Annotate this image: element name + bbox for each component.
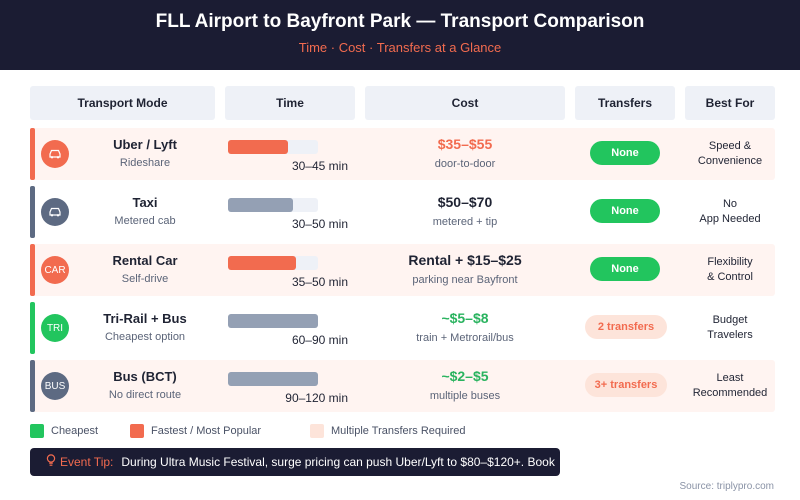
lightbulb-icon	[46, 454, 56, 470]
event-tip-text: During Ultra Music Festival, surge prici…	[121, 455, 555, 469]
cost-value: $35–$55	[437, 136, 493, 152]
legend-item-transfers: Multiple Transfers Required	[310, 424, 466, 438]
best-for-line-1: Speed &	[708, 140, 752, 152]
cost-value: ~$2–$5	[441, 368, 489, 384]
event-tip-label: Event Tip:	[60, 455, 114, 469]
row-accent-bar	[30, 302, 35, 354]
time-label: 60–90 min	[291, 333, 348, 347]
best-for-text: Least Recommended	[685, 371, 775, 401]
best-for-text: Flexibility & Control	[685, 255, 775, 285]
row-accent-bar	[30, 186, 35, 238]
transfers-badge: 3+ transfers	[585, 373, 667, 397]
cost-note: parking near Bayfront	[412, 274, 518, 286]
source-credit: Source: triplypro.com	[679, 481, 774, 492]
time-label: 90–120 min	[285, 391, 348, 405]
best-for-line-2: App Needed	[699, 213, 761, 225]
best-for-text: Speed & Convenience	[685, 139, 775, 169]
mode-name: Uber / Lyft	[113, 137, 177, 152]
car-icon	[41, 198, 69, 226]
column-header-time: Time	[225, 86, 355, 120]
time-bar-fill	[228, 140, 289, 154]
table-row: BUS Bus (BCT) No direct route 90–120 min ~$2…	[30, 360, 775, 412]
car-text-icon: CAR	[41, 256, 69, 284]
train-text-icon: TRI	[41, 314, 69, 342]
mode-name: Taxi	[132, 195, 158, 210]
best-for-line-2: Recommended	[692, 387, 768, 399]
time-bar-track	[228, 140, 318, 154]
time-label: 35–50 min	[291, 275, 348, 289]
transfers-badge: 2 transfers	[585, 315, 667, 339]
icon-label: CAR	[44, 264, 66, 276]
mode-subtitle: Rideshare	[119, 157, 171, 169]
time-label: 30–50 min	[291, 217, 348, 231]
mode-subtitle: Self-drive	[121, 273, 169, 285]
time-bar-fill	[228, 372, 318, 386]
table-row: TRI Tri-Rail + Bus Cheapest option 60–90 mi…	[30, 302, 775, 354]
cost-value: Rental + $15–$25	[408, 252, 522, 268]
cost-note: door-to-door	[434, 158, 496, 170]
bus-text-icon: BUS	[41, 372, 69, 400]
legend-swatch-peach	[310, 424, 324, 438]
best-for-line-1: No	[722, 198, 738, 210]
table-row: Taxi Metered cab 30–50 min $50–$70 metered +…	[30, 186, 775, 238]
legend-swatch-coral	[130, 424, 144, 438]
row-accent-bar	[30, 360, 35, 412]
best-for-line-1: Least	[716, 372, 744, 384]
best-for-line-2: Convenience	[697, 155, 763, 167]
transfers-badge: None	[590, 199, 660, 223]
page-subtitle: Time · Cost · Transfers at a Glance	[298, 40, 502, 55]
legend-item-fastest: Fastest / Most Popular	[130, 424, 261, 438]
best-for-text: No App Needed	[685, 197, 775, 227]
icon-label: TRI	[46, 322, 64, 334]
cost-value: $50–$70	[437, 194, 493, 210]
time-bar-fill	[228, 314, 318, 328]
column-header-transfers: Transfers	[575, 86, 675, 120]
column-header-best-for: Best For	[685, 86, 775, 120]
time-bar-track	[228, 372, 318, 386]
best-for-line-2: Travelers	[707, 329, 753, 341]
legend-swatch-green	[30, 424, 44, 438]
best-for-text: Budget Travelers	[685, 313, 775, 343]
row-accent-bar	[30, 244, 35, 296]
legend-label-cheapest: Cheapest	[51, 425, 99, 437]
cost-note: metered + tip	[432, 216, 498, 228]
time-bar-track	[228, 198, 318, 212]
best-for-line-1: Flexibility	[707, 256, 753, 268]
car-icon	[41, 140, 69, 168]
page-title: FLL Airport to Bayfront Park — Transport…	[155, 11, 645, 32]
cost-note: train + Metrorail/bus	[416, 332, 514, 344]
mode-name: Tri-Rail + Bus	[103, 311, 187, 326]
time-bar-fill	[228, 256, 296, 270]
mode-name: Bus (BCT)	[113, 369, 177, 384]
event-tip-banner: Event Tip: During Ultra Music Festival, …	[30, 448, 560, 476]
mode-subtitle: Metered cab	[114, 215, 176, 227]
legend-item-cheapest: Cheapest	[30, 424, 98, 438]
legend-label-transfers: Multiple Transfers Required	[331, 425, 466, 437]
best-for-line-1: Budget	[712, 314, 748, 326]
mode-subtitle: No direct route	[108, 389, 182, 401]
best-for-line-2: & Control	[707, 271, 753, 283]
mode-subtitle: Cheapest option	[104, 331, 186, 343]
time-bar-track	[228, 314, 318, 328]
table-row: CAR Rental Car Self-drive 35–50 min Rental +…	[30, 244, 775, 296]
cost-note: multiple buses	[429, 390, 501, 402]
column-header-mode: Transport Mode	[30, 86, 215, 120]
time-label: 30–45 min	[291, 159, 348, 173]
time-bar-track	[228, 256, 318, 270]
time-bar-fill	[228, 198, 293, 212]
row-accent-bar	[30, 128, 35, 180]
column-header-cost: Cost	[365, 86, 565, 120]
table-row: Uber / Lyft Rideshare 30–45 min $35–$55 door…	[30, 128, 775, 180]
transfers-badge: None	[590, 257, 660, 281]
legend-label-fastest: Fastest / Most Popular	[151, 425, 262, 437]
icon-label: BUS	[44, 380, 66, 392]
mode-name: Rental Car	[112, 253, 178, 268]
transfers-badge: None	[590, 141, 660, 165]
cost-value: ~$5–$8	[441, 310, 489, 326]
header-banner: FLL Airport to Bayfront Park — Transport…	[0, 0, 800, 70]
